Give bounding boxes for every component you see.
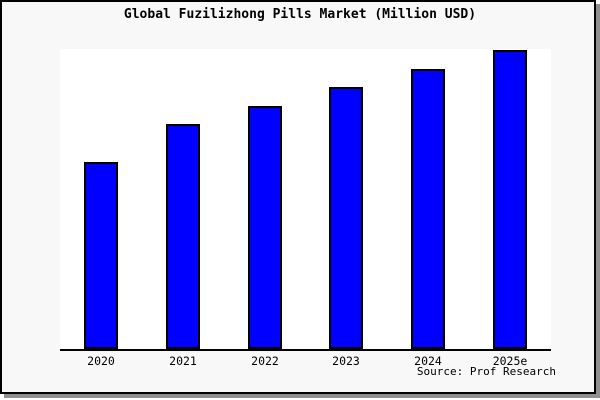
bar-2025e — [493, 50, 527, 349]
source-note: Source: Prof Research — [416, 365, 556, 378]
bar-2022 — [248, 106, 282, 349]
bar-2024 — [411, 69, 445, 349]
x-tick-label-2025e: 2025e — [492, 354, 528, 368]
x-tick-label-2021: 2021 — [169, 354, 197, 368]
plot-area — [60, 49, 551, 351]
x-tick-label-2020: 2020 — [87, 354, 115, 368]
bar-2021 — [166, 124, 200, 349]
bar-2023 — [329, 87, 363, 349]
x-tick-label-2024: 2024 — [414, 354, 442, 368]
bar-2020 — [84, 162, 118, 349]
chart-title: Global Fuzilizhong Pills Market (Million… — [123, 7, 477, 22]
x-tick-label-2023: 2023 — [332, 354, 360, 368]
x-tick-label-2022: 2022 — [251, 354, 279, 368]
